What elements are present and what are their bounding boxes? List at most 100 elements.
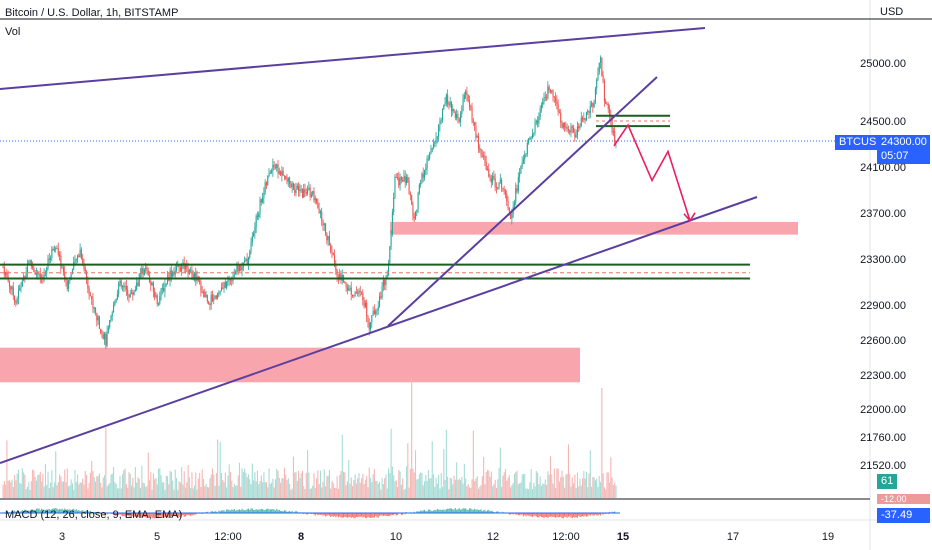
candle-body [310, 194, 312, 197]
volume-indicator-label[interactable]: Vol [5, 26, 21, 38]
volume-bar [429, 478, 431, 498]
macd-bar [538, 513, 540, 518]
volume-bar [289, 483, 291, 498]
macd-bar [247, 508, 250, 514]
volume-bar [440, 472, 442, 498]
volume-bar [223, 482, 225, 498]
price-tick-label: 23300.00 [860, 254, 906, 267]
volume-bar [588, 473, 590, 498]
volume-bar [503, 472, 505, 498]
volume-bar [452, 484, 454, 498]
volume-bar [256, 470, 259, 498]
volume-bar [416, 479, 418, 498]
volume-bar [71, 483, 73, 498]
volume-bar [244, 468, 246, 498]
volume-bar [341, 434, 343, 498]
macd-bar [573, 513, 575, 517]
macd-bar [484, 509, 486, 514]
candle-body [166, 276, 169, 284]
volume-bar [274, 479, 277, 498]
macd-bar [562, 513, 564, 519]
volume-bar [526, 488, 528, 498]
volume-bar [206, 486, 208, 498]
candle-body [330, 244, 332, 252]
candle-body [139, 272, 142, 275]
candle-body [82, 259, 84, 264]
volume-bar [611, 477, 613, 498]
macd-bar [186, 513, 188, 516]
volume-bar [143, 483, 145, 498]
macd-indicator-label[interactable]: MACD (12, 26, close, 9, EMA, EMA) [5, 509, 183, 521]
candle-body [345, 283, 347, 288]
candle-body [591, 103, 593, 106]
macd-bar [569, 513, 571, 517]
volume-bar [159, 468, 161, 498]
macd-bar [384, 513, 386, 516]
macd-bar [218, 510, 220, 514]
candle-body [368, 322, 370, 330]
volume-bar [346, 481, 348, 498]
macd-bar [441, 509, 444, 514]
candle-body [89, 295, 91, 297]
volume-bar [91, 460, 93, 498]
volume-bar [287, 478, 289, 498]
macd-bar [614, 511, 616, 514]
candle-body [574, 132, 576, 138]
macd-bar [454, 508, 456, 514]
volume-bar [494, 479, 496, 498]
candle-body [445, 94, 447, 104]
volume-bar [345, 485, 347, 498]
candle-body [458, 118, 460, 122]
projection-path-line[interactable] [613, 123, 691, 222]
upper-channel-trendline[interactable] [0, 27, 706, 90]
macd-bar [136, 513, 138, 517]
support-zone[interactable] [390, 221, 798, 235]
macd-bar [432, 510, 435, 514]
volume-bar [166, 476, 169, 498]
volume-bar [594, 480, 596, 498]
support-zone[interactable] [0, 347, 580, 383]
volume-bar [29, 489, 31, 498]
macd-bar [588, 513, 590, 515]
candle-body [59, 255, 61, 257]
volume-bar [495, 488, 498, 498]
macd-bar [434, 509, 436, 514]
candle-body [296, 185, 298, 189]
macd-bar [430, 510, 432, 514]
candle-body [155, 295, 157, 297]
currency-label[interactable]: USD [880, 6, 904, 18]
candle-body [508, 207, 510, 212]
candle-body [184, 264, 187, 269]
lower-trendline[interactable] [0, 196, 758, 464]
volume-bar [542, 483, 544, 498]
candle-body [137, 282, 139, 286]
macd-bar [508, 513, 510, 515]
volume-bar [51, 470, 53, 498]
candle-body [101, 333, 103, 335]
macd-bar [578, 513, 580, 516]
macd-bar [485, 511, 487, 514]
candle-body [209, 303, 211, 305]
candle-body [362, 292, 364, 301]
rising-support-trendline[interactable] [387, 76, 658, 327]
volume-bar [434, 486, 436, 498]
candle-body [122, 286, 124, 288]
candle-body [277, 164, 279, 174]
volume-bar [264, 482, 266, 498]
candle-body [26, 264, 29, 273]
candle-body [420, 182, 422, 185]
candle-body [134, 289, 136, 292]
candle-body [358, 290, 360, 294]
macd-bar [66, 509, 68, 514]
volume-bar [535, 470, 537, 498]
volume-bar [435, 477, 437, 498]
macd-bar [457, 509, 459, 514]
macd-bar [21, 509, 23, 514]
macd-bar [170, 513, 172, 517]
candle-body [576, 126, 578, 136]
volume-bar [75, 481, 77, 498]
volume-bar [359, 482, 361, 498]
candle-body [476, 136, 478, 138]
macd-bar [161, 513, 163, 518]
